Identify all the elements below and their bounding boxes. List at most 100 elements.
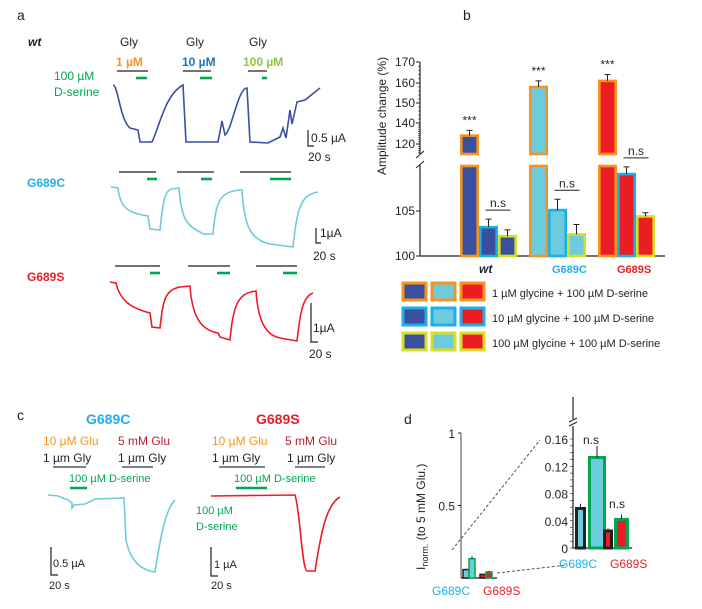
y-tick-label: 160	[395, 76, 415, 90]
panel-b-xlabel-g689c: G689C	[552, 264, 587, 276]
g689s-application-bars	[115, 265, 297, 275]
legend-swatch	[401, 281, 428, 302]
panel-b-xlabel-g689s: G689S	[617, 264, 651, 276]
g689c-scale-current: 1µA	[320, 226, 342, 240]
c-g689c-gly-2: 1 µm Gly	[118, 451, 166, 465]
bar-lower-segment	[597, 164, 617, 258]
d-inset-xlabel-g689s: G689S	[610, 557, 647, 571]
legend-swatch	[459, 281, 486, 302]
panel-a: wt Gly Gly Gly 1 µM 10 µM 100 µM 100 µM …	[27, 35, 346, 361]
g689c-scale-bar: 1µA 20 s	[313, 226, 342, 263]
axis-break-mark	[415, 150, 425, 169]
genotype-label-wt: wt	[28, 35, 42, 49]
bar	[616, 172, 636, 258]
error-bar	[623, 166, 630, 175]
y-tick-label: 0.04	[545, 515, 569, 529]
c-g689c-scale-current: 0.5 µA	[53, 558, 86, 570]
c-g689s-scale-current: 1 µA	[214, 559, 238, 571]
legend-swatch	[459, 331, 486, 352]
wt-scale-bar: 0.5 µA 20 s	[307, 130, 346, 164]
c-g689s-scale-time: 20 s	[211, 580, 232, 592]
bar	[614, 517, 629, 550]
legend-label-10uM: 10 µM glycine + 100 µM D-serine	[492, 313, 654, 325]
y-tick-label: 140	[395, 116, 415, 130]
bar-lower-segment	[459, 164, 479, 258]
zoom-guide-line	[496, 564, 568, 574]
gly-label-2: Gly	[186, 35, 204, 49]
genotype-label-g689s: G689S	[27, 270, 64, 284]
panel-b-legend: 1 µM glycine + 100 µM D-serine 10 µM gly…	[401, 281, 660, 352]
bar-upper-segment	[528, 85, 548, 156]
comparison-label: n.s	[490, 196, 506, 210]
bar	[485, 571, 493, 579]
legend-swatch	[430, 331, 457, 352]
panel-d-ylabel: Inorm. (to 5 mM Glu.)	[414, 464, 430, 570]
g689s-scale-bar: 1µA 20 s	[309, 303, 335, 361]
dserine-label-line2: D-serine	[54, 85, 100, 99]
bar-lower-segment	[528, 164, 548, 258]
panel-d-normalized-chart: Inorm. (to 5 mM Glu.) 0.5 1 0 0.04 0.08 0.12…	[414, 397, 647, 598]
legend-swatch	[459, 306, 486, 327]
dserine-label-line1: 100 µM	[54, 69, 94, 83]
error-bar	[573, 224, 580, 235]
panel-b-xlabel-wt: wt	[479, 262, 493, 276]
y-tick-label: 100	[395, 249, 415, 263]
panel-b-bars: *** n.s *** n.s *** n.s	[459, 58, 655, 258]
c-g689s-dserine-label: 100 µM D-serine	[234, 473, 316, 485]
legend-swatch	[430, 281, 457, 302]
error-bar	[466, 129, 473, 136]
bar	[478, 225, 498, 258]
y-tick-label: 120	[395, 137, 415, 151]
genotype-label-g689c: G689C	[27, 176, 65, 190]
g689s-scale-current: 1µA	[313, 321, 335, 335]
g689c-application-bars	[119, 171, 291, 181]
panel-label-c: c	[17, 407, 24, 423]
y-tick-label: 0.12	[545, 460, 569, 474]
bar	[588, 455, 606, 550]
panel-c-title-g689s: G689S	[256, 411, 300, 427]
error-bar	[535, 80, 542, 87]
g689c-current-trace	[110, 186, 319, 248]
c-g689c-glu-high: 5 mM Glu	[118, 434, 170, 448]
legend-swatch	[401, 331, 428, 352]
c-g689s-dserine-side-2: D-serine	[196, 521, 238, 533]
bar	[497, 234, 517, 258]
d-inset-xlabel-g689c: G689C	[559, 557, 597, 571]
significance-label: ***	[462, 113, 476, 127]
panel-d-inset-chart: 0 0.04 0.08 0.12 0.16 n.s n.s	[545, 397, 632, 556]
gly-label-3: Gly	[249, 35, 267, 49]
y-tick-label: 0.5	[438, 500, 455, 514]
c-g689c-current-trace	[47, 494, 176, 573]
axis-break-mark	[568, 417, 578, 427]
wt-application-bars	[117, 70, 267, 80]
legend-swatch	[401, 306, 428, 327]
c-g689c-glu-low: 10 µM Glu	[43, 434, 99, 448]
d-main-xlabel-g689c: G689C	[432, 584, 470, 598]
gly-conc-1: 1 µM	[116, 55, 143, 69]
g689s-current-trace	[109, 281, 314, 342]
error-bar	[485, 218, 492, 228]
significance-label: ***	[600, 58, 614, 72]
panel-label-d: d	[404, 411, 412, 427]
comparison-label: n.s	[559, 176, 575, 190]
d-main-xlabel-g689s: G689S	[483, 584, 520, 598]
c-g689s-current-trace	[210, 494, 341, 572]
c-g689c-scale-time: 20 s	[49, 580, 70, 592]
bar	[479, 573, 487, 579]
error-bar	[504, 229, 511, 237]
y-tick-label: 0.08	[545, 488, 569, 502]
panel-c: G689C G689S 10 µM Glu 5 mM Glu 1 µm Gly …	[43, 411, 341, 592]
bar	[635, 215, 655, 258]
wt-current-trace	[112, 83, 321, 144]
bar	[547, 208, 567, 258]
bar	[468, 557, 476, 579]
wt-scale-current: 0.5 µA	[311, 131, 346, 145]
y-tick-label: 1	[448, 427, 455, 441]
y-tick-label: 0	[561, 542, 568, 556]
error-bar	[604, 74, 611, 81]
legend-swatch	[430, 306, 457, 327]
panel-b-amplitude-chart: Amplitude change (%) 100 105 120 140 150 160 1…	[375, 55, 665, 352]
g689c-scale-time: 20 s	[313, 249, 336, 263]
